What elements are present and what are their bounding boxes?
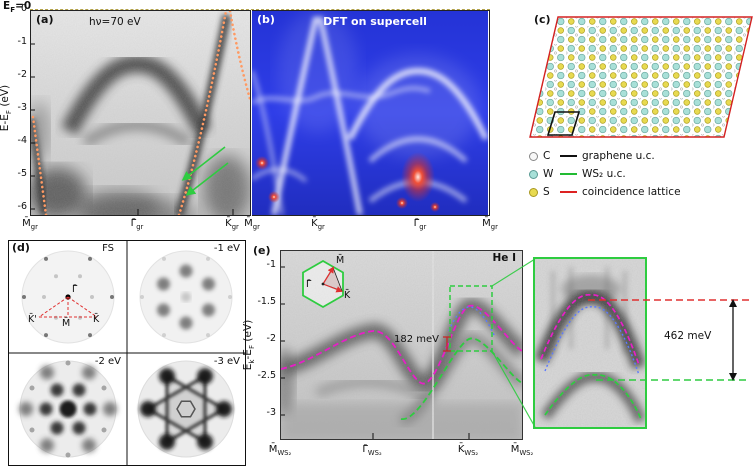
moire-lattice-diagram: [529, 16, 753, 138]
noise-texture: [535, 259, 645, 427]
panel-a-ytick: -1: [17, 36, 27, 47]
panel-a-ytick: -5: [17, 168, 27, 179]
panel-e-xtick-m2: M̄WS₂: [510, 444, 534, 457]
inset-k-label: K̄: [344, 290, 351, 301]
panel-d-label: (d): [12, 241, 30, 254]
dft-bands: [252, 16, 489, 215]
panel-e-label: (e): [253, 244, 271, 257]
legend-row-tungsten: W WS₂ u.c.: [529, 165, 755, 183]
panel-b-title: DFT on supercell: [323, 15, 427, 28]
tight-binding-band-overlay: [31, 11, 250, 215]
graphene-uc-line-icon: [560, 155, 577, 157]
axis-ticks: [31, 43, 234, 215]
map-minus1ev: [139, 250, 233, 344]
panel-c-label: (c): [534, 13, 551, 26]
panel-a-label: (a): [36, 13, 54, 26]
w-atom-icon: [529, 169, 538, 179]
splitting-462-label: 462 meV: [664, 330, 712, 342]
panel-a-ytick: -3: [17, 102, 27, 113]
upper-band-fit-magenta: [281, 305, 522, 385]
atom-symbol: C: [543, 150, 551, 162]
unit-cell-outline: [546, 111, 581, 136]
zoom-region-box: [449, 285, 493, 352]
map-fs: [21, 250, 115, 344]
panel-b-xtick-m: M̄gr: [482, 218, 498, 231]
atom-symbol: W: [543, 168, 554, 180]
coincidence-lattice-cell: [529, 16, 753, 138]
panel-e-xtick-m1: M̄WS₂: [268, 444, 292, 457]
map-energy-label-3ev: -3 eV: [213, 356, 240, 367]
panel-e-ytick: -1.5: [257, 296, 276, 307]
panel-e-ytick: -2: [266, 333, 276, 344]
coincidence-line-icon: [560, 191, 577, 193]
atom-symbol: S: [543, 186, 550, 198]
noise-texture: [31, 11, 250, 215]
c-atom-icon: [529, 151, 538, 161]
panel-a-arpes-map: (a) hν=70 eV: [30, 10, 251, 216]
bz-hexagon-inset: [302, 259, 344, 309]
legend-row-carbon: C graphene u.c.: [529, 147, 755, 165]
panel-b-label: (b): [257, 13, 275, 26]
axis-ticks: [281, 266, 470, 439]
fermi-level-line: [30, 9, 490, 10]
panel-e-xtick-gamma: Γ̄WS₂: [362, 444, 382, 457]
band-fit-blue-dotted: [448, 306, 496, 338]
k-point-label: K̄: [93, 314, 100, 325]
s-atom-icon: [529, 187, 538, 197]
panel-a-ytick: 0: [20, 3, 27, 14]
panel-e-xtick-k: K̄WS₂: [457, 444, 479, 457]
hybridization-arrows: [181, 146, 229, 196]
map-energy-label-fs: FS: [102, 243, 114, 254]
upper-band-fit-magenta: [540, 293, 640, 366]
legend-text: coincidence lattice: [582, 186, 681, 198]
map-energy-label-2ev: -2 eV: [94, 356, 121, 367]
panel-b-xtick-k: K̄gr: [311, 218, 325, 231]
kprime-point-label: K̄': [28, 314, 37, 325]
constant-energy-maps: [8, 240, 246, 466]
constant-energy-maps-graphic: [9, 241, 245, 465]
splitting-182-label: 182 meV: [394, 334, 439, 345]
light-source-label: He I: [492, 252, 516, 264]
fermi-level-label: EF=0: [3, 0, 32, 15]
bz-path-lines: [38, 296, 98, 318]
zoom-inset: [533, 257, 647, 429]
panel-b-xtick-gamma: Γ̄gr: [413, 218, 427, 231]
splitting-462-arrow: [729, 299, 737, 381]
panel-e-ytick: -1: [266, 259, 276, 270]
panel-a-ytick: -2: [17, 69, 27, 80]
ws2-uc-line-icon: [560, 173, 577, 175]
map-minus2ev: [19, 360, 117, 458]
panel-a-ytick: -4: [17, 135, 27, 146]
panel-a-xtick-m: M̄gr: [22, 218, 38, 231]
panel-e-bands-graphic: [281, 251, 522, 439]
inset-gamma-label: Γ̄: [306, 279, 312, 290]
error-bar-182: [443, 336, 451, 352]
shared-xtick-m: M̄gr: [244, 218, 260, 231]
inset-m-label: M̄: [336, 255, 345, 266]
panel-e-ytick: -3: [266, 407, 276, 418]
map-energy-label-1ev: -1 eV: [213, 243, 240, 254]
lattice-legend: C graphene u.c. W WS₂ u.c. S coincidence…: [529, 147, 755, 201]
panel-a-xtick-k: K̄gr: [225, 218, 239, 231]
panel-e-arpes-map: He I: [280, 250, 523, 440]
m-point-label: M̄: [62, 318, 71, 329]
gamma-point-label: Γ̄: [72, 284, 78, 295]
legend-row-sulfur: S coincidence lattice: [529, 183, 755, 201]
photon-energy-label: hν=70 eV: [89, 16, 141, 28]
dft-hotspots: [255, 152, 440, 212]
panel-a-ytick: -6: [17, 201, 27, 212]
lower-band-fit-green: [544, 373, 642, 420]
panel-b-bands-graphic: [252, 11, 489, 215]
band-fit-blue-dotted: [544, 306, 640, 376]
panel-e-ytick: -2.5: [257, 370, 276, 381]
panel-a-xtick-gamma: Γ̄gr: [130, 218, 144, 231]
zoom-band-map: [535, 259, 645, 427]
map-minus3ev: [137, 360, 235, 458]
panel-b-dft-map: (b) DFT on supercell: [252, 10, 490, 216]
panel-a-bands-graphic: [31, 11, 250, 215]
legend-text: graphene u.c.: [582, 150, 655, 162]
legend-text: WS₂ u.c.: [582, 168, 626, 180]
